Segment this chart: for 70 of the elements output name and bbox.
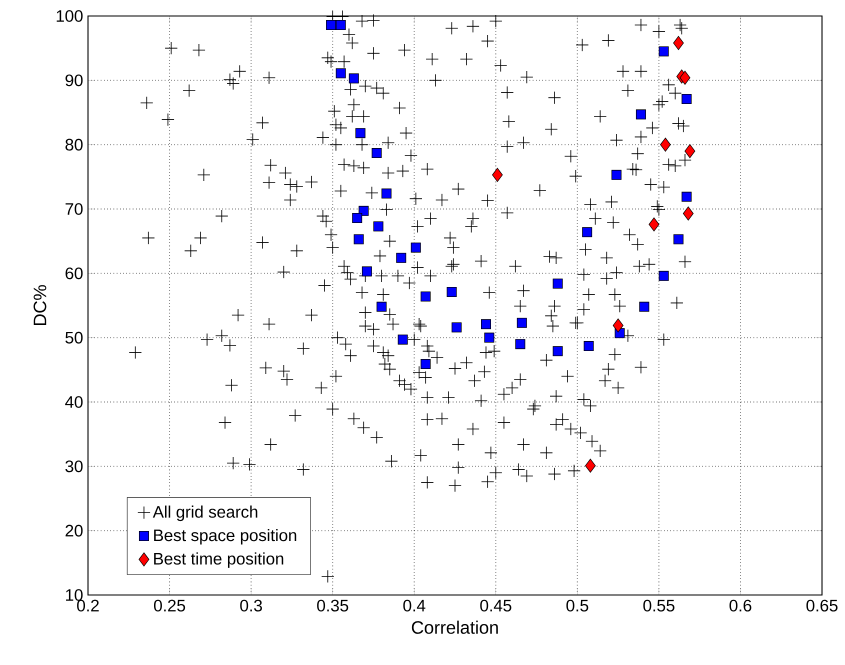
- point: [585, 458, 596, 473]
- y-tick-label: 70: [66, 203, 83, 215]
- y-tick-label: 20: [66, 524, 83, 537]
- point: [658, 46, 669, 56]
- point: [516, 318, 527, 328]
- point: [358, 206, 369, 216]
- point: [584, 341, 594, 352]
- point: [376, 302, 387, 312]
- point: [682, 94, 692, 104]
- point: [362, 266, 372, 276]
- y-axis-title: DC%: [34, 285, 46, 326]
- point: [381, 188, 392, 199]
- point: [648, 217, 660, 232]
- point: [492, 168, 503, 182]
- legend-label: Best time position: [154, 552, 284, 568]
- legend-label: All grid search: [152, 506, 258, 522]
- y-tick-label: 60: [66, 267, 83, 280]
- point: [326, 20, 336, 30]
- point: [552, 346, 563, 356]
- y-tick-label: 80: [65, 138, 83, 151]
- y-tick-label: 10: [66, 589, 83, 601]
- point: [552, 278, 563, 289]
- point: [515, 339, 526, 350]
- x-tick-label: 0.55: [643, 600, 674, 612]
- point: [355, 128, 366, 138]
- point: [582, 227, 592, 238]
- y-tick-label: 40: [65, 396, 83, 408]
- y-tick-label: 30: [65, 460, 83, 472]
- point: [396, 252, 406, 263]
- point: [336, 20, 346, 30]
- point: [354, 234, 364, 244]
- y-tick-label: 50: [65, 332, 83, 344]
- point: [484, 332, 494, 343]
- y-tick-label: 100: [56, 10, 83, 22]
- point: [660, 138, 671, 152]
- point: [446, 286, 457, 297]
- point: [452, 322, 462, 332]
- point: [639, 302, 650, 312]
- point: [612, 318, 624, 332]
- x-tick-label: 0.65: [806, 600, 838, 612]
- point: [611, 170, 622, 180]
- point: [658, 270, 669, 281]
- x-tick-label: 0.4: [403, 600, 426, 612]
- point: [673, 36, 684, 50]
- point: [636, 109, 646, 120]
- point: [373, 221, 384, 232]
- point: [352, 213, 362, 224]
- x-tick-label: 0.2: [77, 600, 99, 612]
- x-tick-label: 0.6: [730, 600, 752, 612]
- x-tick-label: 0.25: [154, 600, 186, 612]
- point: [410, 242, 421, 253]
- point: [348, 73, 359, 84]
- point: [398, 334, 408, 345]
- x-tick-label: 0.5: [566, 600, 588, 612]
- y-tick-label: 90: [66, 74, 83, 86]
- point: [420, 359, 431, 370]
- point: [420, 291, 431, 302]
- point: [682, 192, 692, 202]
- point: [680, 70, 690, 85]
- point: [480, 319, 491, 330]
- legend-label: Best space position: [154, 528, 296, 545]
- point: [682, 206, 694, 221]
- x-tick-label: 0.35: [317, 600, 348, 612]
- x-tick-label: 0.45: [480, 600, 512, 612]
- x-axis-title: Correlation: [412, 620, 498, 634]
- point: [336, 68, 346, 78]
- x-tick-label: 0.3: [240, 600, 262, 612]
- point: [673, 234, 684, 244]
- point: [372, 148, 382, 158]
- point: [684, 144, 696, 158]
